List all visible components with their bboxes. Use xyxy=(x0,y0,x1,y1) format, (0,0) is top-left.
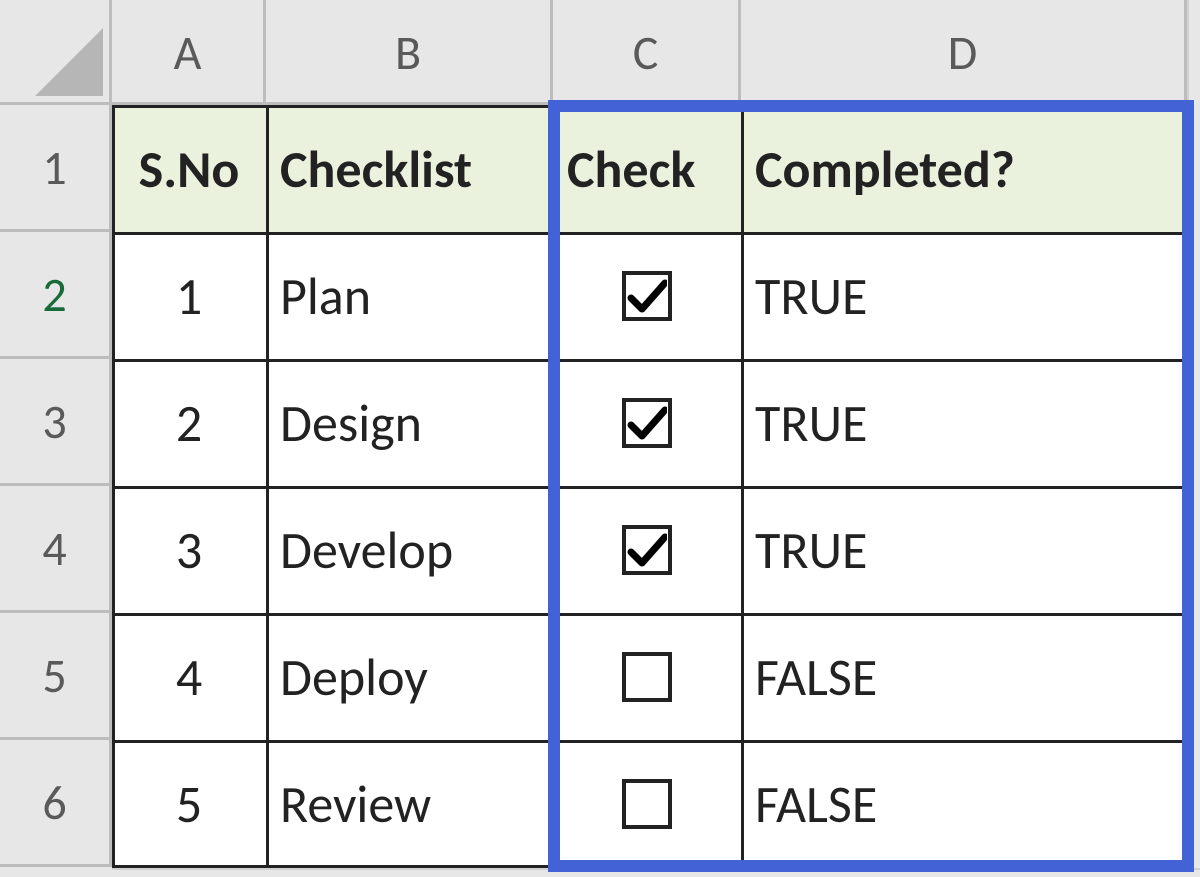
col-header-A[interactable]: A xyxy=(112,0,266,105)
cell-C1[interactable]: Check xyxy=(553,105,741,232)
col-header-B[interactable]: B xyxy=(266,0,553,105)
cell-value: 4 xyxy=(176,645,202,709)
col-header-label: B xyxy=(395,23,421,82)
cell-value: FALSE xyxy=(755,645,877,709)
checkmark-icon xyxy=(627,403,667,443)
checkmark-icon xyxy=(627,530,667,570)
row-header-6[interactable]: 6 xyxy=(0,740,112,867)
checkbox[interactable] xyxy=(622,779,672,829)
cell-A1[interactable]: S.No xyxy=(112,105,266,232)
row-header-3[interactable]: 3 xyxy=(0,359,112,486)
cell-value: TRUE xyxy=(755,518,867,582)
cell-B5[interactable]: Deploy xyxy=(266,613,553,740)
row-header-2[interactable]: 2 xyxy=(0,232,112,359)
table-border xyxy=(112,613,1188,616)
col-header-label: D xyxy=(948,23,978,82)
select-all-corner[interactable] xyxy=(0,0,112,105)
header-completed: Completed? xyxy=(755,137,1015,201)
cell-value: TRUE xyxy=(755,264,867,328)
cell-D5[interactable]: FALSE xyxy=(741,613,1187,740)
row-header-label: 6 xyxy=(42,773,66,832)
row-header-4[interactable]: 4 xyxy=(0,486,112,613)
cell-C2[interactable] xyxy=(553,232,741,359)
table-border xyxy=(112,359,1188,362)
header-check: Check xyxy=(567,137,695,201)
cell-D1[interactable]: Completed? xyxy=(741,105,1187,232)
cell-A6[interactable]: 5 xyxy=(112,740,266,867)
table-border xyxy=(112,486,1188,489)
cell-C6[interactable] xyxy=(553,740,741,867)
table-border xyxy=(112,232,1188,235)
col-header-label: C xyxy=(633,23,659,82)
checkbox[interactable] xyxy=(622,271,672,321)
row-header-label: 3 xyxy=(42,392,66,451)
cell-B1[interactable]: Checklist xyxy=(266,105,553,232)
cell-value: TRUE xyxy=(755,391,867,455)
cell-B3[interactable]: Design xyxy=(266,359,553,486)
cell-B4[interactable]: Develop xyxy=(266,486,553,613)
checkbox[interactable] xyxy=(622,398,672,448)
cell-A3[interactable]: 2 xyxy=(112,359,266,486)
row-header-1[interactable]: 1 xyxy=(0,105,112,232)
cell-value: Develop xyxy=(280,518,453,582)
spreadsheet: A B C D 1 2 3 4 5 6 S.No Checklist Check… xyxy=(0,0,1200,877)
cell-C3[interactable] xyxy=(553,359,741,486)
checkbox[interactable] xyxy=(622,652,672,702)
header-sno: S.No xyxy=(139,137,240,201)
cell-A4[interactable]: 3 xyxy=(112,486,266,613)
cell-value: Plan xyxy=(280,264,371,328)
cell-A5[interactable]: 4 xyxy=(112,613,266,740)
cell-D3[interactable]: TRUE xyxy=(741,359,1187,486)
col-header-C[interactable]: C xyxy=(553,0,741,105)
cell-value: 3 xyxy=(176,518,202,582)
cell-B6[interactable]: Review xyxy=(266,740,553,867)
select-all-triangle-icon xyxy=(35,28,103,96)
cell-C4[interactable] xyxy=(553,486,741,613)
row-header-label: 2 xyxy=(42,265,66,324)
cell-value: Design xyxy=(280,391,422,455)
checkbox[interactable] xyxy=(622,525,672,575)
cell-D2[interactable]: TRUE xyxy=(741,232,1187,359)
table-border xyxy=(112,740,1188,743)
row-header-label: 5 xyxy=(42,646,66,705)
checkmark-icon xyxy=(627,276,667,316)
cell-value: 5 xyxy=(176,772,202,836)
cell-value: 2 xyxy=(176,391,202,455)
col-header-label: A xyxy=(174,23,202,82)
cell-D6[interactable]: FALSE xyxy=(741,740,1187,867)
cell-value: Review xyxy=(280,772,431,836)
cell-B2[interactable]: Plan xyxy=(266,232,553,359)
cell-A2[interactable]: 1 xyxy=(112,232,266,359)
cell-value: FALSE xyxy=(755,772,877,836)
col-header-D[interactable]: D xyxy=(741,0,1187,105)
row-header-label: 4 xyxy=(42,519,66,578)
table-border xyxy=(112,865,1188,868)
table-border xyxy=(112,105,1188,108)
row-header-label: 1 xyxy=(42,138,66,197)
row-header-5[interactable]: 5 xyxy=(0,613,112,740)
cell-D4[interactable]: TRUE xyxy=(741,486,1187,613)
cell-C5[interactable] xyxy=(553,613,741,740)
cell-value: 1 xyxy=(176,264,202,328)
cell-value: Deploy xyxy=(280,645,428,709)
header-checklist: Checklist xyxy=(280,137,472,201)
